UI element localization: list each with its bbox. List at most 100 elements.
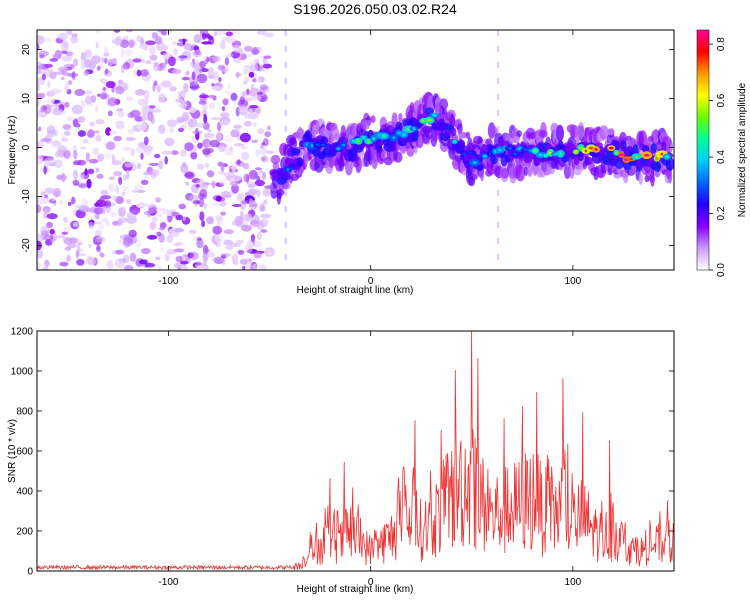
heatmap-noise-blob <box>241 266 246 270</box>
heatmap-noise-blob <box>174 262 182 269</box>
heatmap-noise-blob <box>142 171 152 176</box>
heatmap-noise-blob <box>196 73 208 84</box>
heatmap-noise-blob <box>139 43 148 49</box>
heatmap-noise-blob <box>140 179 149 185</box>
snr-peak-point <box>503 418 505 420</box>
heatmap-ridge-core <box>381 134 387 138</box>
heatmap-ridge-blob <box>665 138 674 154</box>
heatmap-noise-blob <box>207 67 215 77</box>
heatmap-noise-blob <box>52 187 62 198</box>
heatmap-noise-blob <box>118 207 126 217</box>
heatmap-noise-blob <box>207 251 216 258</box>
heatmap-noise-blob <box>188 107 197 114</box>
snr-peak-point <box>455 370 457 372</box>
heatmap-ridge-core <box>574 150 578 154</box>
heatmap-noise-blob <box>37 35 45 45</box>
heatmap-ridge-blob <box>275 188 285 196</box>
heatmap-noise-blob <box>251 139 259 143</box>
heatmap-noise-blob <box>199 189 208 198</box>
heatmap-ridge-core <box>635 155 638 158</box>
heatmap-noise-blob <box>100 61 104 70</box>
heatmap-ridge-blob <box>393 151 403 163</box>
heatmap-ridge-core <box>594 148 598 151</box>
heatmap-noise-blob <box>254 179 265 187</box>
heatmap-noise-blob <box>55 151 60 158</box>
heatmap-noise-blob <box>80 100 87 108</box>
heatmap-ridge-core <box>618 153 624 156</box>
heatmap-noise-blob <box>217 64 225 71</box>
heatmap-noise-blob <box>226 53 234 58</box>
heatmap-noise-blob <box>256 30 267 36</box>
heatmap-noise-blob <box>57 66 69 73</box>
heatmap-noise-blob <box>136 189 146 193</box>
heatmap-noise-blob <box>244 244 253 254</box>
heatmap-noise-blob <box>198 197 204 208</box>
heatmap-ridge-blob <box>500 167 510 179</box>
heatmap-noise-blob <box>126 96 133 102</box>
heatmap-noise-blob <box>180 260 189 265</box>
heatmap-noise-blob <box>195 127 199 135</box>
heatmap-noise-blob <box>262 188 271 197</box>
heatmap-noise-blob <box>218 170 225 175</box>
heatmap-noise-blob <box>64 237 75 245</box>
heatmap-noise-blob <box>203 55 207 60</box>
heatmap-noise-blob <box>149 105 156 109</box>
heatmap-noise-blob <box>196 237 202 241</box>
heatmap-noise-blob <box>73 169 78 180</box>
heatmap-ridge-blob <box>458 139 466 151</box>
heatmap-ridge-blob <box>424 107 434 115</box>
heatmap-ridge-core <box>528 149 533 152</box>
heatmap-noise-blob <box>121 48 124 58</box>
colorbar: 0.0 0.2 0.4 0.6 0.8 Normalized spectral ampl… <box>696 29 748 277</box>
heatmap-noise-blob <box>176 241 184 246</box>
heatmap-noise-blob <box>220 162 225 172</box>
heatmap-noise-blob <box>218 145 226 153</box>
heatmap-noise-blob <box>77 116 86 123</box>
heatmap-noise-blob <box>102 87 106 91</box>
heatmap-noise-blob <box>64 83 69 93</box>
heatmap-ridge-blob <box>468 176 476 187</box>
heatmap-noise-blob <box>65 51 74 57</box>
heatmap-noise-blob <box>54 49 62 60</box>
heatmap-noise-blob <box>47 80 51 88</box>
heatmap-ridge-blob <box>390 138 396 152</box>
heatmap-noise-blob <box>70 64 75 70</box>
heatmap-ridge-blob <box>296 157 304 168</box>
heatmap-noise-blob <box>189 61 194 68</box>
heatmap-noise-blob <box>177 127 185 133</box>
heatmap-noise-blob <box>162 45 169 51</box>
snr-peak-point <box>414 420 416 422</box>
heatmap-noise-blob <box>85 95 93 105</box>
heatmap-noise-blob <box>230 242 242 248</box>
heatmap-noise-blob <box>62 39 68 48</box>
heatmap-noise-blob <box>248 108 254 114</box>
heatmap-ridge-core <box>351 139 356 143</box>
heatmap-noise-blob <box>220 190 232 198</box>
heatmap-noise-blob <box>80 52 87 61</box>
colorbar-label: Normalized spectral amplitude <box>737 82 748 217</box>
heatmap-noise-blob <box>188 194 199 203</box>
heatmap-noise-blob <box>260 218 269 228</box>
heatmap-noise-blob <box>219 179 227 186</box>
snr-y-tick-label: 600 <box>16 447 33 458</box>
heatmap-noise-blob <box>104 57 108 64</box>
heatmap-noise-blob <box>178 55 188 59</box>
heatmap-ridge-core <box>614 151 619 154</box>
heatmap-noise-blob <box>71 196 76 205</box>
heatmap-noise-blob <box>113 171 123 177</box>
heatmap-noise-blob <box>225 91 234 95</box>
heatmap-noise-blob <box>121 185 130 192</box>
heatmap-noise-blob <box>68 201 72 206</box>
colorbar-tick-label: 0.0 <box>716 263 727 277</box>
heatmap-ridge-blob <box>284 158 295 165</box>
heatmap-noise-blob <box>121 64 125 74</box>
heatmap-noise-blob <box>157 264 162 270</box>
heatmap-noise-blob <box>105 81 116 89</box>
heatmap-noise-blob <box>137 162 142 170</box>
heatmap-ridge-blob <box>650 143 657 154</box>
heatmap-ridge-core <box>538 153 543 157</box>
heatmap-noise-blob <box>143 210 152 216</box>
heatmap-noise-blob <box>172 68 182 75</box>
heatmap-noise-blob <box>125 58 135 69</box>
